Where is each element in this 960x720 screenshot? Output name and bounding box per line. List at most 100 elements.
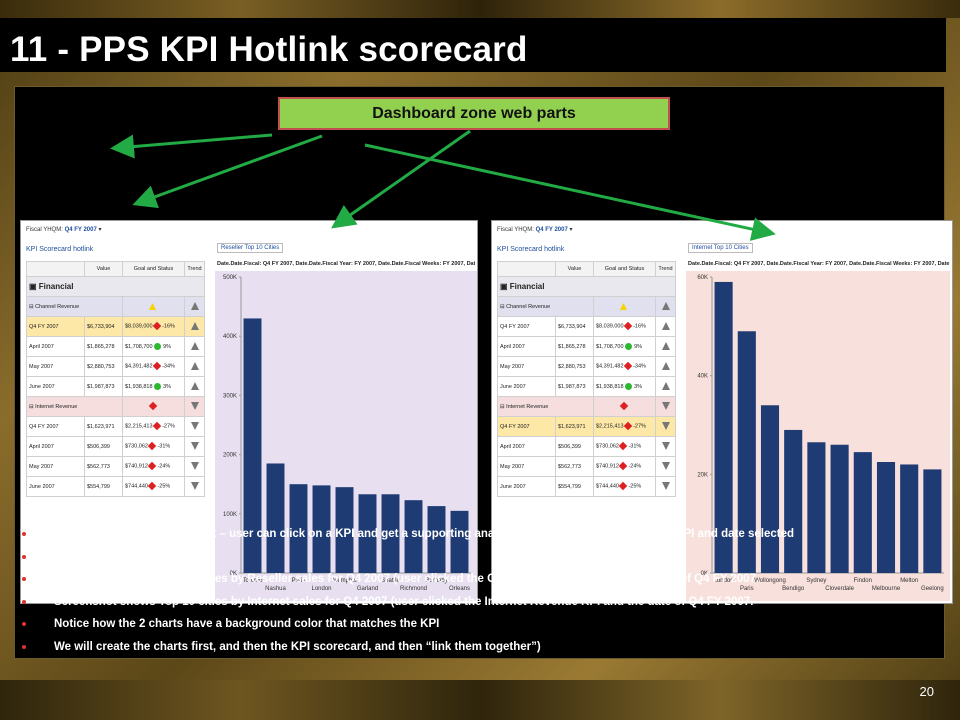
goal-percent: -25% [628, 483, 642, 490]
kpi-value[interactable]: $2,880,753 [84, 356, 123, 377]
table-row[interactable]: Q4 FY 2007 $6,733,904 $8,039,000 -16% [497, 316, 676, 337]
kpi-value[interactable]: $506,399 [84, 436, 123, 457]
bar [450, 510, 469, 573]
header-trend: Trend [184, 261, 205, 277]
kpi-name[interactable]: ⊟ Channel Revenue [26, 296, 123, 317]
x-tick-label: Findon [854, 578, 872, 584]
table-row[interactable]: April 2007 $506,399 $730,062 -31% [26, 436, 205, 457]
table-row[interactable]: Q4 FY 2007 $1,623,971 $2,215,413 -27% [497, 416, 676, 437]
x-tick-label: Richmond [400, 586, 427, 592]
x-tick-label: Cloverdale [825, 586, 854, 592]
kpi-value[interactable]: $1,623,971 [555, 416, 594, 437]
fiscal-label: Fiscal YHQM: [497, 227, 534, 233]
fiscal-filter[interactable]: Fiscal YHQM: Q4 FY 2007 ▾ [497, 227, 573, 233]
kpi-name[interactable]: Q4 FY 2007 [26, 316, 85, 337]
goal-value: $4,391,482 [596, 363, 626, 370]
green-status-icon [625, 343, 633, 350]
table-row[interactable]: Q4 FY 2007 $1,623,971 $2,215,413 -27% [26, 416, 205, 437]
goal-value: $8,039,000 [125, 323, 155, 330]
table-row[interactable]: Q4 FY 2007 $6,733,904 $8,039,000 -16% [26, 316, 205, 337]
trend-down-icon [190, 401, 199, 410]
trend-cell [184, 396, 205, 417]
left-chart-title[interactable]: Reseller Top 10 Cities [217, 243, 284, 253]
table-row[interactable]: ⊟ Channel Revenue [26, 296, 205, 317]
kpi-name[interactable]: May 2007 [26, 356, 85, 377]
goal-percent: -27% [633, 423, 646, 430]
trend-cell [655, 476, 676, 497]
table-row[interactable]: April 2007 $1,865,278 $1,708,700 9% [497, 336, 676, 357]
kpi-value[interactable]: $562,773 [555, 456, 594, 477]
kpi-name[interactable]: April 2007 [26, 436, 85, 457]
kpi-goal-status: $4,391,482 -34% [122, 356, 185, 377]
kpi-name[interactable]: May 2007 [497, 356, 556, 377]
table-row[interactable]: May 2007 $562,773 $740,912 -24% [497, 456, 676, 477]
kpi-value[interactable]: $6,733,904 [84, 316, 123, 337]
table-row[interactable]: April 2007 $1,865,278 $1,708,700 9% [26, 336, 205, 357]
bullet-item: Screenshot shows Top 10 cities by Resell… [18, 573, 943, 596]
kpi-value[interactable]: $1,987,873 [84, 376, 123, 397]
table-row[interactable]: June 2007 $554,799 $744,440 -25% [26, 476, 205, 497]
kpi-value[interactable]: $1,865,278 [84, 336, 123, 357]
kpi-value[interactable]: $1,623,971 [84, 416, 123, 437]
kpi-value[interactable]: $1,865,278 [555, 336, 594, 357]
goal-percent: -25% [157, 483, 171, 490]
table-row[interactable]: May 2007 $2,880,753 $4,391,482 -34% [26, 356, 205, 377]
kpi-name[interactable]: May 2007 [26, 456, 85, 477]
kpi-name[interactable]: June 2007 [497, 376, 556, 397]
kpi-value[interactable]: $506,399 [555, 436, 594, 457]
table-row[interactable]: ⊟ Internet Revenue [26, 396, 205, 417]
trend-down-icon [661, 441, 670, 450]
kpi-name[interactable]: April 2007 [497, 436, 556, 457]
fiscal-value[interactable]: Q4 FY 2007 [535, 227, 568, 233]
kpi-name[interactable]: Q4 FY 2007 [26, 416, 85, 437]
goal-value: $2,215,413 [125, 423, 155, 430]
financial-label: ▣ Financial [497, 276, 676, 297]
header-blank [497, 261, 556, 277]
trend-up-icon [661, 361, 670, 370]
kpi-goal-status: $4,391,482 -34% [593, 356, 656, 377]
kpi-name[interactable]: June 2007 [26, 376, 85, 397]
table-row[interactable]: ⊟ Internet Revenue [497, 396, 676, 417]
y-tick-label: 300K [223, 393, 237, 399]
kpi-name[interactable]: June 2007 [26, 476, 85, 497]
kpi-value[interactable]: $554,799 [84, 476, 123, 497]
kpi-name[interactable]: May 2007 [497, 456, 556, 477]
table-row[interactable]: May 2007 $562,773 $740,912 -24% [26, 456, 205, 477]
trend-down-icon [190, 421, 199, 430]
kpi-value[interactable]: $2,880,753 [555, 356, 594, 377]
kpi-goal-status: $744,440 -25% [593, 476, 656, 497]
goal-value: $730,062 [596, 443, 621, 450]
bar [266, 463, 285, 573]
kpi-name[interactable]: Q4 FY 2007 [497, 416, 556, 437]
x-tick-label: London [311, 586, 331, 592]
kpi-name[interactable]: June 2007 [497, 476, 556, 497]
kpi-value[interactable]: $1,987,873 [555, 376, 594, 397]
table-row[interactable]: June 2007 $554,799 $744,440 -25% [497, 476, 676, 497]
table-row[interactable]: May 2007 $2,880,753 $4,391,482 -34% [497, 356, 676, 377]
kpi-name[interactable]: ⊟ Internet Revenue [26, 396, 123, 417]
table-row[interactable]: June 2007 $1,987,873 $1,938,818 3% [26, 376, 205, 397]
trend-up-icon [661, 341, 670, 350]
table-row[interactable]: ⊟ Channel Revenue [497, 296, 676, 317]
green-status-icon [154, 343, 162, 350]
kpi-value[interactable]: $562,773 [84, 456, 123, 477]
kpi-name[interactable]: April 2007 [26, 336, 85, 357]
fiscal-value[interactable]: Q4 FY 2007 [64, 227, 97, 233]
kpi-name[interactable]: April 2007 [497, 336, 556, 357]
bar [243, 318, 262, 573]
table-row[interactable]: June 2007 $1,987,873 $1,938,818 3% [497, 376, 676, 397]
right-chart-title[interactable]: Internet Top 10 Cities [688, 243, 753, 253]
bar [404, 500, 423, 573]
kpi-value[interactable]: $6,733,904 [555, 316, 594, 337]
fiscal-filter[interactable]: Fiscal YHQM: Q4 FY 2007 ▾ [26, 227, 102, 233]
goal-percent: 3% [163, 383, 172, 390]
kpi-name[interactable]: ⊟ Internet Revenue [497, 396, 594, 417]
trend-down-icon [661, 461, 670, 470]
table-row[interactable]: April 2007 $506,399 $730,062 -31% [497, 436, 676, 457]
kpi-goal-status: $1,938,818 3% [593, 376, 656, 397]
x-tick-label: Orleans [449, 586, 470, 592]
kpi-name[interactable]: ⊟ Channel Revenue [497, 296, 594, 317]
kpi-value[interactable]: $554,799 [555, 476, 594, 497]
kpi-name[interactable]: Q4 FY 2007 [497, 316, 556, 337]
red-status-icon [148, 442, 157, 451]
